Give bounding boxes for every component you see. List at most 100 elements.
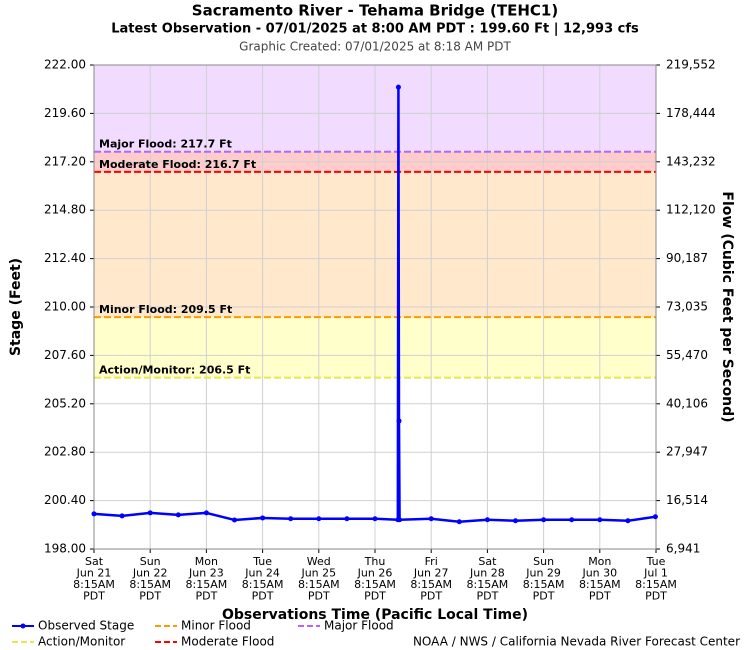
threshold-label: Moderate Flood: 216.7 Ft xyxy=(99,158,256,171)
created-note: Graphic Created: 07/01/2025 at 8:18 AM P… xyxy=(239,40,511,54)
x-tick-label: 8:15AM xyxy=(635,578,677,591)
data-point xyxy=(260,515,266,521)
y2-tick-label: 55,470 xyxy=(666,348,708,362)
x-tick-label: PDT xyxy=(533,590,555,603)
x-tick-label: PDT xyxy=(476,590,498,603)
x-tick-label: PDT xyxy=(364,590,386,603)
x-tick-label: 8:15AM xyxy=(73,578,115,591)
legend-label: Action/Monitor xyxy=(38,635,125,649)
data-point xyxy=(119,513,125,519)
x-tick-label: Jun 29 xyxy=(525,567,561,580)
data-point xyxy=(625,518,631,524)
y-tick-label: 210.00 xyxy=(44,300,86,314)
x-tick-label: Jun 27 xyxy=(413,567,449,580)
y-tick-label: 207.60 xyxy=(44,348,86,362)
x-tick-label: 8:15AM xyxy=(354,578,396,591)
chart-title: Sacramento River - Tehama Bridge (TEHC1) xyxy=(192,2,558,20)
y-tick-label: 205.20 xyxy=(44,396,86,410)
y2-tick-label: 90,187 xyxy=(666,251,708,265)
y-tick-label: 219.60 xyxy=(44,106,86,120)
data-point xyxy=(344,516,350,522)
y2-tick-label: 16,514 xyxy=(666,493,708,507)
y-tick-label: 217.20 xyxy=(44,154,86,168)
x-tick-label: Sun xyxy=(533,555,554,568)
x-tick-label: PDT xyxy=(645,590,667,603)
data-point xyxy=(456,519,462,525)
data-point xyxy=(652,514,658,520)
x-tick-label: Wed xyxy=(307,555,331,568)
x-tick-label: PDT xyxy=(139,590,161,603)
data-point xyxy=(147,510,153,516)
y-tick-label: 202.80 xyxy=(44,445,86,459)
y-axis-title: Stage (Feet) xyxy=(8,258,24,356)
data-point xyxy=(541,517,547,523)
y2-tick-label: 27,947 xyxy=(666,445,708,459)
x-tick-label: Thu xyxy=(364,555,386,568)
x-tick-label: 8:15AM xyxy=(298,578,340,591)
x-tick-label: Jun 21 xyxy=(76,567,112,580)
x-tick-label: 8:15AM xyxy=(467,578,509,591)
data-point xyxy=(397,517,403,523)
x-tick-label: PDT xyxy=(252,590,274,603)
x-tick-label: 8:15AM xyxy=(523,578,565,591)
threshold-label: Minor Flood: 209.5 Ft xyxy=(99,303,232,316)
y2-tick-label: 219,552 xyxy=(666,58,716,72)
x-tick-label: Mon xyxy=(588,555,611,568)
x-tick-label: Sun xyxy=(140,555,161,568)
legend-label: Observed Stage xyxy=(38,619,134,633)
data-point xyxy=(569,517,575,523)
y2-axis-title: Flow (Cubic Feet per Second) xyxy=(719,191,735,422)
y2-tick-label: 143,232 xyxy=(666,154,716,168)
data-point xyxy=(232,517,237,523)
x-tick-label: Tue xyxy=(646,555,666,568)
data-point xyxy=(484,517,490,523)
data-point xyxy=(395,84,401,90)
y2-tick-label: 112,120 xyxy=(666,203,716,217)
y-tick-label: 222.00 xyxy=(44,58,86,72)
x-tick-label: Sat xyxy=(478,555,497,568)
legend-label: Major Flood xyxy=(324,619,394,633)
y2-tick-label: 178,444 xyxy=(666,106,716,120)
legend-label: Minor Flood xyxy=(181,619,251,633)
data-point xyxy=(91,511,97,517)
x-tick-label: PDT xyxy=(83,590,105,603)
x-tick-label: Jun 25 xyxy=(300,567,336,580)
y-tick-label: 214.80 xyxy=(44,203,86,217)
x-tick-label: PDT xyxy=(308,590,330,603)
x-tick-label: PDT xyxy=(195,590,217,603)
x-tick-label: Jun 28 xyxy=(469,567,505,580)
x-axis-title: Observations Time (Pacific Local Time) xyxy=(222,607,528,623)
threshold-label: Major Flood: 217.7 Ft xyxy=(99,138,232,151)
x-tick-label: Fri xyxy=(425,555,438,568)
footer: NOAA / NWS / California Nevada River For… xyxy=(413,635,740,649)
x-tick-label: 8:15AM xyxy=(242,578,284,591)
series-line xyxy=(93,85,656,524)
x-tick-label: Mon xyxy=(195,555,218,568)
plot-frame xyxy=(93,64,657,550)
data-point xyxy=(513,518,518,524)
x-tick-label: Jun 23 xyxy=(188,567,224,580)
y2-tick-label: 40,106 xyxy=(666,396,708,410)
legend-label: Moderate Flood xyxy=(181,635,274,649)
data-point xyxy=(203,510,209,516)
threshold-label: Action/Monitor: 206.5 Ft xyxy=(99,364,250,377)
data-point xyxy=(316,516,322,522)
data-point xyxy=(597,517,603,523)
data-point xyxy=(175,512,181,518)
x-tick-label: Jul 1 xyxy=(643,567,668,580)
y-tick-label: 200.40 xyxy=(44,493,86,507)
data-point xyxy=(428,516,434,522)
x-tick-label: PDT xyxy=(420,590,442,603)
x-tick-label: Jun 22 xyxy=(132,567,168,580)
x-tick-label: 8:15AM xyxy=(410,578,452,591)
legend-dot xyxy=(20,623,26,629)
x-tick-label: Jun 24 xyxy=(244,567,280,580)
y-tick-label: 198.00 xyxy=(44,542,86,556)
x-tick-label: Sat xyxy=(85,555,104,568)
x-tick-label: 8:15AM xyxy=(579,578,621,591)
chart-subtitle: Latest Observation - 07/01/2025 at 8:00 … xyxy=(111,22,639,37)
x-tick-label: PDT xyxy=(589,590,611,603)
y-tick-label: 212.40 xyxy=(44,251,86,265)
x-tick-label: Jun 26 xyxy=(357,567,393,580)
